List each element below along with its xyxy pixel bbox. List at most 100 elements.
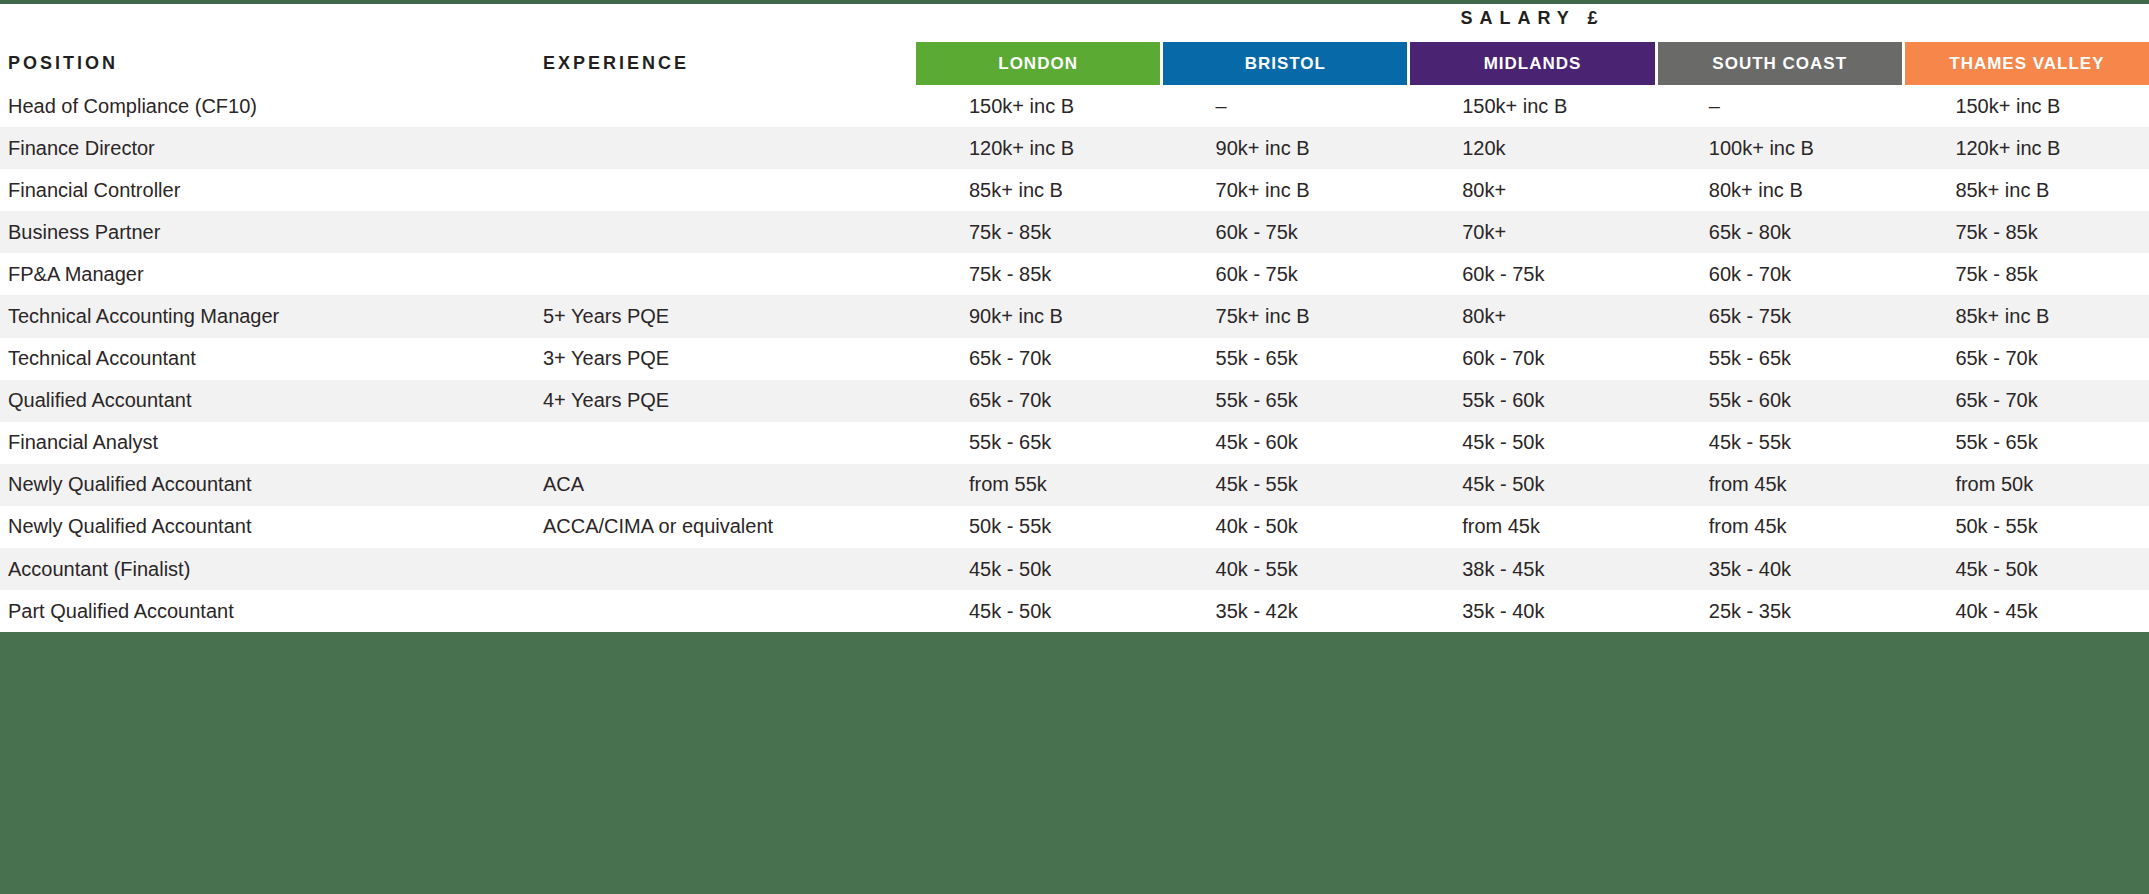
salary-cell-midlands: 45k - 50k (1409, 473, 1656, 496)
salary-cell-midlands: 120k (1409, 137, 1656, 160)
salary-cell-bristol: 60k - 75k (1163, 263, 1410, 286)
region-column-headers: LONDONBRISTOLMIDLANDSSOUTH COASTTHAMES V… (916, 42, 2149, 85)
table-row: Technical Accountant3+ Years PQE65k - 70… (0, 338, 2149, 380)
table-body: Head of Compliance (CF10)150k+ inc B–150… (0, 85, 2149, 632)
table-row: Newly Qualified AccountantACCA/CIMA or e… (0, 506, 2149, 548)
salary-cell-midlands: 55k - 60k (1409, 389, 1656, 412)
salary-cell-south-coast: 65k - 75k (1656, 305, 1903, 328)
salary-cell-south-coast: 80k+ inc B (1656, 179, 1903, 202)
salary-cell-london: 75k - 85k (916, 263, 1163, 286)
salary-cell-london: from 55k (916, 473, 1163, 496)
salary-cell-london: 120k+ inc B (916, 137, 1163, 160)
experience-cell: ACA (543, 473, 916, 496)
position-column-header: POSITION (8, 42, 118, 85)
table-row: Newly Qualified AccountantACAfrom 55k45k… (0, 464, 2149, 506)
salary-cell-thames-valley: from 50k (1902, 473, 2149, 496)
salary-cell-south-coast: from 45k (1656, 515, 1903, 538)
salary-cell-thames-valley: 65k - 70k (1902, 389, 2149, 412)
salary-cell-bristol: 35k - 42k (1163, 600, 1410, 623)
salary-cell-london: 75k - 85k (916, 221, 1163, 244)
salary-cell-south-coast: 55k - 65k (1656, 347, 1903, 370)
table-row: FP&A Manager75k - 85k60k - 75k60k - 75k6… (0, 253, 2149, 295)
position-cell: Part Qualified Accountant (0, 600, 543, 623)
salary-cell-south-coast: 100k+ inc B (1656, 137, 1903, 160)
salary-cell-bristol: 90k+ inc B (1163, 137, 1410, 160)
salary-cell-bristol: 60k - 75k (1163, 221, 1410, 244)
salary-cell-london: 85k+ inc B (916, 179, 1163, 202)
position-cell: Head of Compliance (CF10) (0, 95, 543, 118)
salary-cell-south-coast: 35k - 40k (1656, 558, 1903, 581)
salary-cell-bristol: 45k - 55k (1163, 473, 1410, 496)
table-row: Finance Director120k+ inc B90k+ inc B120… (0, 127, 2149, 169)
salary-cell-thames-valley: 120k+ inc B (1902, 137, 2149, 160)
salary-cell-london: 90k+ inc B (916, 305, 1163, 328)
salary-cell-thames-valley: 45k - 50k (1902, 558, 2149, 581)
footer-band (0, 632, 2149, 894)
salary-cell-south-coast: 55k - 60k (1656, 389, 1903, 412)
experience-cell: 5+ Years PQE (543, 305, 916, 328)
salary-cell-thames-valley: 55k - 65k (1902, 431, 2149, 454)
table-row: Head of Compliance (CF10)150k+ inc B–150… (0, 85, 2149, 127)
salary-cell-midlands: 35k - 40k (1409, 600, 1656, 623)
experience-cell: 4+ Years PQE (543, 389, 916, 412)
salary-cell-bristol: 45k - 60k (1163, 431, 1410, 454)
salary-cell-south-coast: 45k - 55k (1656, 431, 1903, 454)
salary-cell-london: 45k - 50k (916, 600, 1163, 623)
salary-cell-south-coast: – (1656, 95, 1903, 118)
salary-cell-thames-valley: 50k - 55k (1902, 515, 2149, 538)
position-cell: FP&A Manager (0, 263, 543, 286)
position-cell: Technical Accounting Manager (0, 305, 543, 328)
salary-header: SALARY £ (916, 8, 2149, 29)
table-row: Part Qualified Accountant45k - 50k35k - … (0, 590, 2149, 632)
position-cell: Qualified Accountant (0, 389, 543, 412)
salary-cell-thames-valley: 75k - 85k (1902, 221, 2149, 244)
table-row: Financial Analyst55k - 65k45k - 60k45k -… (0, 422, 2149, 464)
salary-cell-midlands: 45k - 50k (1409, 431, 1656, 454)
region-header-south-coast: SOUTH COAST (1658, 42, 1902, 85)
experience-cell: 3+ Years PQE (543, 347, 916, 370)
salary-cell-bristol: – (1163, 95, 1410, 118)
salary-cell-thames-valley: 85k+ inc B (1902, 305, 2149, 328)
position-cell: Financial Controller (0, 179, 543, 202)
table-row: Accountant (Finalist)45k - 50k40k - 55k3… (0, 548, 2149, 590)
position-cell: Finance Director (0, 137, 543, 160)
salary-cell-south-coast: 25k - 35k (1656, 600, 1903, 623)
position-cell: Accountant (Finalist) (0, 558, 543, 581)
salary-cell-south-coast: 65k - 80k (1656, 221, 1903, 244)
salary-cell-bristol: 55k - 65k (1163, 389, 1410, 412)
salary-cell-bristol: 70k+ inc B (1163, 179, 1410, 202)
salary-cell-midlands: 80k+ (1409, 179, 1656, 202)
top-border-line (0, 0, 2149, 4)
salary-cell-thames-valley: 150k+ inc B (1902, 95, 2149, 118)
region-header-london: LONDON (916, 42, 1160, 85)
salary-cell-london: 45k - 50k (916, 558, 1163, 581)
experience-cell: ACCA/CIMA or equivalent (543, 515, 916, 538)
salary-cell-london: 150k+ inc B (916, 95, 1163, 118)
salary-cell-midlands: 150k+ inc B (1409, 95, 1656, 118)
position-cell: Newly Qualified Accountant (0, 515, 543, 538)
salary-cell-thames-valley: 85k+ inc B (1902, 179, 2149, 202)
position-cell: Technical Accountant (0, 347, 543, 370)
salary-cell-london: 50k - 55k (916, 515, 1163, 538)
salary-cell-midlands: 70k+ (1409, 221, 1656, 244)
region-header-midlands: MIDLANDS (1410, 42, 1654, 85)
table-header-row: POSITION EXPERIENCE LONDONBRISTOLMIDLAND… (0, 42, 2149, 85)
salary-cell-south-coast: 60k - 70k (1656, 263, 1903, 286)
table-row: Financial Controller85k+ inc B70k+ inc B… (0, 169, 2149, 211)
salary-cell-london: 55k - 65k (916, 431, 1163, 454)
region-header-thames-valley: THAMES VALLEY (1905, 42, 2149, 85)
salary-cell-thames-valley: 75k - 85k (1902, 263, 2149, 286)
salary-cell-bristol: 55k - 65k (1163, 347, 1410, 370)
salary-cell-midlands: 60k - 75k (1409, 263, 1656, 286)
salary-guide-page: SALARY £ POSITION EXPERIENCE LONDONBRIST… (0, 0, 2149, 894)
salary-cell-midlands: 38k - 45k (1409, 558, 1656, 581)
position-cell: Newly Qualified Accountant (0, 473, 543, 496)
salary-cell-london: 65k - 70k (916, 347, 1163, 370)
table-row: Technical Accounting Manager5+ Years PQE… (0, 295, 2149, 337)
salary-cell-south-coast: from 45k (1656, 473, 1903, 496)
experience-column-header: EXPERIENCE (543, 42, 689, 85)
salary-cell-midlands: 60k - 70k (1409, 347, 1656, 370)
position-cell: Business Partner (0, 221, 543, 244)
salary-cell-bristol: 75k+ inc B (1163, 305, 1410, 328)
salary-cell-midlands: 80k+ (1409, 305, 1656, 328)
